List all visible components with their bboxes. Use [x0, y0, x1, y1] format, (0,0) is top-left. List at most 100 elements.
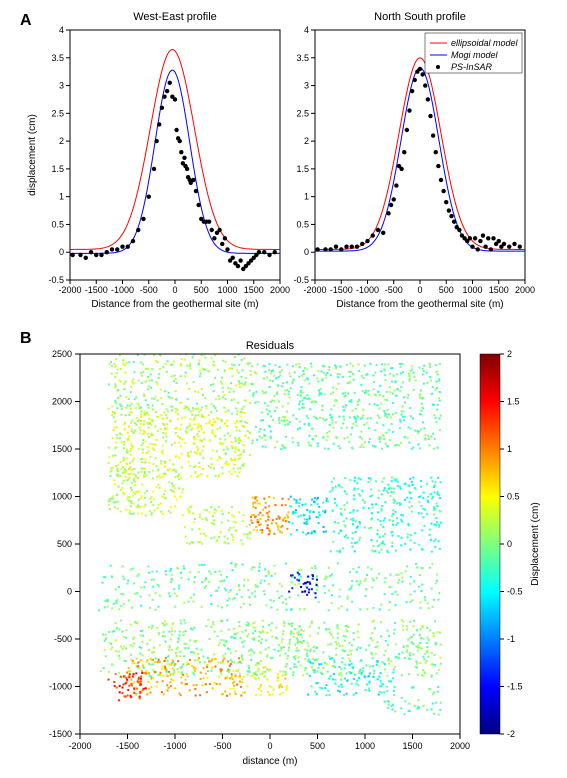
svg-text:3.5: 3.5: [296, 53, 309, 63]
scatter-point: [355, 244, 359, 248]
scatter-point: [105, 250, 109, 254]
svg-text:2: 2: [304, 136, 309, 146]
scatter-point: [483, 244, 487, 248]
svg-text:-1000: -1000: [356, 285, 379, 295]
svg-text:-1.5: -1.5: [507, 682, 523, 692]
scatter-point: [452, 219, 456, 223]
scatter-point: [392, 197, 396, 201]
scatter-point: [136, 228, 140, 232]
scatter-point: [89, 250, 93, 254]
scatter-point: [99, 253, 103, 257]
scatter-point: [84, 256, 88, 260]
svg-text:-1500: -1500: [49, 729, 72, 739]
svg-text:3.5: 3.5: [51, 53, 64, 63]
svg-text:0.5: 0.5: [51, 219, 64, 229]
svg-text:3: 3: [59, 81, 64, 91]
svg-text:1000: 1000: [217, 285, 237, 295]
scatter-point: [110, 247, 114, 251]
scatter-point: [381, 231, 385, 235]
svg-text:-0.5: -0.5: [507, 587, 523, 597]
scatter-point: [147, 194, 151, 198]
svg-text:-1000: -1000: [49, 682, 72, 692]
scatter-point: [223, 236, 227, 240]
svg-text:0: 0: [507, 539, 512, 549]
scatter-point: [468, 236, 472, 240]
svg-text:1: 1: [59, 192, 64, 202]
svg-text:1000: 1000: [355, 741, 375, 751]
scatter-point: [220, 242, 224, 246]
scatter-point: [386, 211, 390, 215]
svg-text:2.5: 2.5: [296, 108, 309, 118]
svg-text:4: 4: [59, 25, 64, 35]
scatter-point: [196, 203, 200, 207]
scatter-point: [431, 133, 435, 137]
svg-text:2000: 2000: [515, 285, 535, 295]
svg-text:distance (m): distance (m): [242, 756, 297, 767]
svg-text:-1: -1: [507, 634, 515, 644]
svg-text:-0.5: -0.5: [48, 275, 64, 285]
scatter-point: [154, 139, 158, 143]
svg-text:-500: -500: [140, 285, 158, 295]
scatter-point: [426, 97, 430, 101]
scatter-point: [428, 114, 432, 118]
scatter-point: [334, 244, 338, 248]
svg-text:1000: 1000: [52, 492, 72, 502]
scatter-point: [225, 247, 229, 251]
scatter-point: [231, 256, 235, 260]
scatter-point: [371, 233, 375, 237]
scatter-point: [160, 106, 164, 110]
scatter-point: [207, 219, 211, 223]
svg-text:ellipsoidal model: ellipsoidal model: [451, 38, 519, 48]
svg-text:-1500: -1500: [116, 741, 139, 751]
scatter-point: [162, 94, 166, 98]
scatter-point: [94, 253, 98, 257]
svg-text:1000: 1000: [462, 285, 482, 295]
scatter-point: [449, 214, 453, 218]
scatter-point: [402, 150, 406, 154]
scatter-point: [457, 228, 461, 232]
svg-text:-500: -500: [54, 634, 72, 644]
scatter-point: [447, 208, 451, 212]
scatter-point: [486, 236, 490, 240]
svg-text:0: 0: [417, 285, 422, 295]
svg-text:-1500: -1500: [85, 285, 108, 295]
scatter-point: [444, 200, 448, 204]
scatter-point: [168, 81, 172, 85]
svg-text:0: 0: [67, 587, 72, 597]
scatter-point: [410, 89, 414, 93]
svg-text:1500: 1500: [52, 444, 72, 454]
svg-text:Distance from the geothermal s: Distance from the geothermal site (m): [91, 299, 258, 310]
scatter-point: [491, 236, 495, 240]
scatter-point: [131, 239, 135, 243]
svg-text:Distance from the geothermal s: Distance from the geothermal site (m): [336, 299, 503, 310]
svg-text:3: 3: [304, 81, 309, 91]
scatter-point: [141, 217, 145, 221]
scatter-point: [115, 247, 119, 251]
svg-text:0: 0: [267, 741, 272, 751]
scatter-point: [376, 228, 380, 232]
scatter-point: [78, 253, 82, 257]
svg-text:-2000: -2000: [68, 741, 91, 751]
ellipsoidal-curve: [315, 58, 525, 250]
scatter-point: [489, 247, 493, 251]
scatter-point: [126, 244, 130, 248]
residual-title: Residuals: [246, 340, 295, 352]
scatter-point: [502, 242, 506, 246]
scatter-point: [481, 233, 485, 237]
chart-title: North South profile: [374, 11, 466, 23]
panel-b-map: Residuals -2000 -1500 -1000 -500 0 500 1000 1500…: [0, 334, 567, 774]
scatter-point: [413, 78, 417, 82]
scatter-point: [365, 239, 369, 243]
scatter-point: [476, 247, 480, 251]
svg-text:500: 500: [310, 741, 325, 751]
scatter-point: [394, 183, 398, 187]
scatter-point: [157, 122, 161, 126]
scatter-point: [473, 236, 477, 240]
scatter-point: [399, 167, 403, 171]
colorbar: [480, 354, 500, 734]
scatter-point: [165, 89, 169, 93]
scatter-point: [329, 247, 333, 251]
svg-text:1.5: 1.5: [296, 164, 309, 174]
svg-text:4: 4: [304, 25, 309, 35]
scatter-point: [339, 247, 343, 251]
